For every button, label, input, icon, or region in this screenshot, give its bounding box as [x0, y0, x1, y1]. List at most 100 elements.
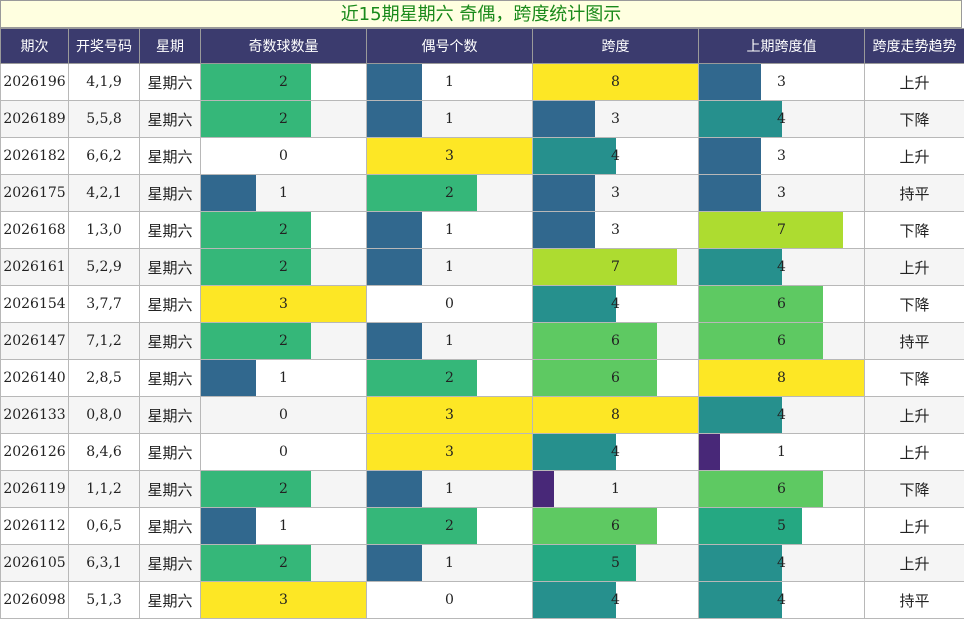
- table-row: 2026126 8,4,6 星期六 0 3 4 1 上升: [0, 433, 964, 471]
- span-cell-bar: [533, 249, 678, 285]
- even-count-cell: 1: [366, 100, 533, 138]
- even-count-cell-bar: [367, 397, 532, 433]
- trend-cell: 上升: [864, 544, 964, 582]
- even-count-cell: 1: [366, 470, 533, 508]
- prev-span-cell-bar: [699, 508, 803, 544]
- even-count-cell: 0: [366, 285, 533, 323]
- even-count-cell: 3: [366, 396, 533, 434]
- numbers-cell: 2,8,5: [68, 359, 140, 397]
- numbers-cell: 3,7,7: [68, 285, 140, 323]
- span-cell: 7: [532, 248, 699, 286]
- span-cell-bar: [533, 360, 657, 396]
- numbers-cell: 0,6,5: [68, 507, 140, 545]
- even-count-cell: 2: [366, 174, 533, 212]
- even-count-cell-bar: [367, 138, 532, 174]
- odd-count-cell-value: 2: [279, 259, 288, 275]
- span-cell: 4: [532, 137, 699, 175]
- even-count-cell-value: 0: [445, 296, 454, 312]
- weekday-cell: 星期六: [139, 433, 201, 471]
- issue-cell: 2026140: [0, 359, 69, 397]
- weekday-cell: 星期六: [139, 396, 201, 434]
- weekday-cell: 星期六: [139, 248, 201, 286]
- odd-count-cell-value: 2: [279, 333, 288, 349]
- numbers-cell: 4,1,9: [68, 63, 140, 101]
- table-row: 2026175 4,2,1 星期六 1 2 3 3 持平: [0, 174, 964, 212]
- weekday-cell: 星期六: [139, 507, 201, 545]
- even-count-cell: 1: [366, 544, 533, 582]
- odd-count-cell-bar: [201, 101, 311, 137]
- trend-cell: 上升: [864, 396, 964, 434]
- numbers-cell: 0,8,0: [68, 396, 140, 434]
- table-row: 2026105 6,3,1 星期六 2 1 5 4 上升: [0, 544, 964, 582]
- even-count-cell-value: 0: [445, 592, 454, 608]
- issue-cell: 2026161: [0, 248, 69, 286]
- odd-count-cell: 0: [200, 396, 367, 434]
- span-cell-value: 8: [611, 74, 620, 90]
- prev-span-cell-value: 5: [777, 518, 786, 534]
- even-count-cell: 1: [366, 248, 533, 286]
- chart-title: 近15期星期六 奇偶，跨度统计图示: [0, 0, 962, 28]
- span-cell-value: 3: [611, 185, 620, 201]
- even-count-cell-bar: [367, 175, 477, 211]
- trend-cell: 下降: [864, 359, 964, 397]
- issue-cell: 2026098: [0, 581, 69, 619]
- prev-span-cell-bar: [699, 545, 782, 581]
- span-cell-value: 4: [611, 444, 620, 460]
- odd-count-cell-bar: [201, 323, 311, 359]
- issue-cell: 2026189: [0, 100, 69, 138]
- table-row: 2026098 5,1,3 星期六 3 0 4 4 持平: [0, 581, 964, 619]
- odd-count-cell: 0: [200, 433, 367, 471]
- odd-count-cell-value: 0: [279, 444, 288, 460]
- trend-cell: 上升: [864, 507, 964, 545]
- span-cell-value: 3: [611, 111, 620, 127]
- prev-span-cell-value: 4: [777, 111, 786, 127]
- even-count-cell: 2: [366, 507, 533, 545]
- even-count-cell-value: 1: [445, 259, 454, 275]
- odd-count-cell: 2: [200, 211, 367, 249]
- prev-span-cell: 3: [698, 63, 865, 101]
- even-count-cell-bar: [367, 212, 422, 248]
- prev-span-cell-value: 6: [777, 296, 786, 312]
- odd-count-cell-value: 2: [279, 74, 288, 90]
- span-cell-bar: [533, 175, 595, 211]
- col-header-trend: 跨度走势趋势: [864, 28, 964, 64]
- span-cell: 8: [532, 396, 699, 434]
- span-cell: 3: [532, 174, 699, 212]
- odd-count-cell-bar: [201, 212, 311, 248]
- prev-span-cell-bar: [699, 138, 761, 174]
- weekday-cell: 星期六: [139, 359, 201, 397]
- even-count-cell-value: 3: [445, 407, 454, 423]
- odd-count-cell: 3: [200, 285, 367, 323]
- even-count-cell-value: 2: [445, 185, 454, 201]
- span-cell: 3: [532, 211, 699, 249]
- prev-span-cell: 7: [698, 211, 865, 249]
- weekday-cell: 星期六: [139, 470, 201, 508]
- stats-table: 期次 开奖号码 星期 奇数球数量 偶号个数 跨度 上期跨度值 跨度走势趋势 20…: [0, 28, 964, 619]
- trend-cell: 上升: [864, 248, 964, 286]
- table-body: 2026196 4,1,9 星期六 2 1 8 3 上升 2026189 5,5,8 星期六 2 1 3 4…: [0, 63, 964, 619]
- prev-span-cell-bar: [699, 212, 844, 248]
- prev-span-cell-bar: [699, 323, 823, 359]
- prev-span-cell-value: 4: [777, 407, 786, 423]
- span-cell: 8: [532, 63, 699, 101]
- prev-span-cell-value: 4: [777, 555, 786, 571]
- odd-count-cell-value: 3: [279, 296, 288, 312]
- prev-span-cell: 1: [698, 433, 865, 471]
- col-header-even: 偶号个数: [366, 28, 533, 64]
- span-cell-bar: [533, 434, 616, 470]
- span-cell: 6: [532, 322, 699, 360]
- trend-cell: 上升: [864, 63, 964, 101]
- even-count-cell-value: 1: [445, 481, 454, 497]
- odd-count-cell: 2: [200, 544, 367, 582]
- table-row: 2026189 5,5,8 星期六 2 1 3 4 下降: [0, 100, 964, 138]
- odd-count-cell-value: 3: [279, 592, 288, 608]
- span-cell: 4: [532, 581, 699, 619]
- col-header-numbers: 开奖号码: [68, 28, 140, 64]
- prev-span-cell-bar: [699, 101, 782, 137]
- prev-span-cell: 6: [698, 470, 865, 508]
- issue-cell: 2026112: [0, 507, 69, 545]
- issue-cell: 2026168: [0, 211, 69, 249]
- prev-span-cell-value: 4: [777, 592, 786, 608]
- issue-cell: 2026182: [0, 137, 69, 175]
- span-cell-bar: [533, 286, 616, 322]
